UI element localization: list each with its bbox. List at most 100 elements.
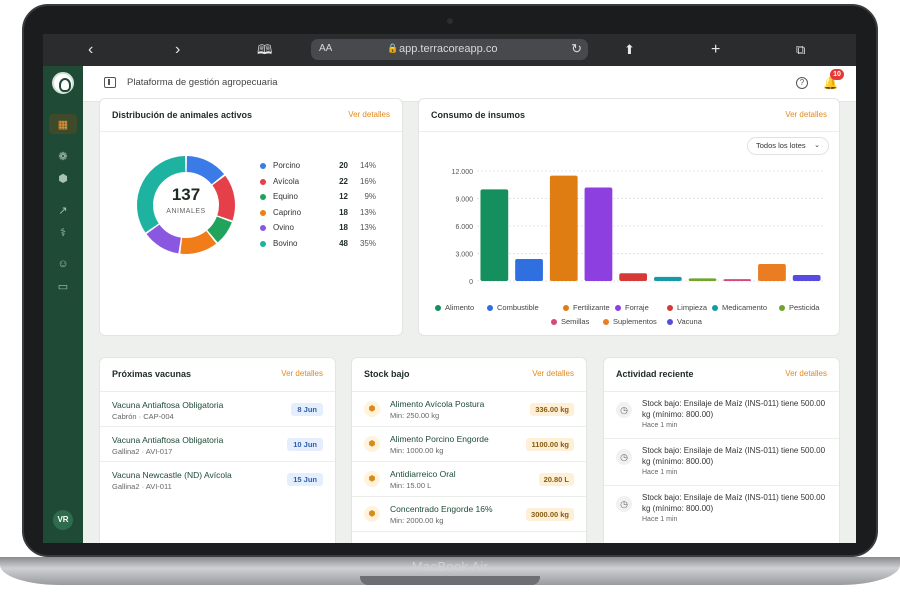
list-item[interactable]: ⬢ Alimento Porcino Engorde Min: 1000.00 kg… (352, 426, 586, 461)
details-link[interactable]: Ver detalles (532, 369, 574, 378)
back-icon[interactable]: ‹ (88, 41, 94, 58)
stock-item-name: Antidiarreico Oral (390, 469, 456, 479)
card-title: Próximas vacunas (112, 369, 192, 379)
details-link[interactable]: Ver detalles (348, 110, 390, 119)
legend-label: Combustible (497, 303, 539, 312)
stethoscope-icon[interactable]: ⚕ (60, 227, 66, 239)
legend-percent: 13% (359, 223, 376, 233)
donut-slice-ovino[interactable] (146, 224, 182, 254)
forward-icon[interactable]: › (175, 41, 181, 58)
sidebar-toggle-icon[interactable] (104, 77, 116, 88)
bar-semillas[interactable] (723, 279, 752, 281)
donut-slice-porcino[interactable] (186, 156, 225, 185)
list-item-partial (352, 531, 586, 543)
legend-item-limpieza[interactable]: Limpieza (667, 303, 707, 314)
user-avatar[interactable]: VR (53, 510, 73, 530)
bookmarks-icon[interactable]: 🕮 (257, 42, 273, 57)
legend-item-medicamento[interactable]: Medicamento (712, 303, 767, 314)
donut-slice-equino[interactable] (206, 216, 232, 243)
legend-row: Ovino 18 13% (260, 222, 380, 236)
browser-toolbar: ‹ › 🕮 AA 🔒 app.terracoreapp.co ↻ ⬆ + ⧉ (43, 34, 856, 66)
bar-alimento[interactable] (480, 189, 509, 281)
help-icon[interactable]: ? (796, 77, 808, 89)
legend-label: Semillas (561, 317, 590, 326)
bar-limpieza[interactable] (619, 273, 648, 281)
legend-item-combustible[interactable]: Combustible (487, 303, 539, 314)
stock-item-min: Min: 250.00 kg (390, 411, 440, 420)
box-icon[interactable]: ⬢ (58, 173, 68, 185)
legend-item-semillas[interactable]: Semillas (551, 317, 589, 328)
legend-item-fertilizante[interactable]: Fertilizante (563, 303, 610, 314)
clock-icon: ◷ (616, 402, 632, 418)
activity-item[interactable]: ◷ Stock bajo: Ensilaje de Maíz (INS-011) … (604, 438, 839, 485)
legend-value: 18 (339, 207, 348, 217)
legend-item-pesticida[interactable]: Pesticida (779, 303, 819, 314)
bar-fertilizante[interactable] (549, 175, 578, 281)
cow-icon[interactable]: ❁ (58, 151, 68, 163)
donut-slice-avícola[interactable] (212, 175, 235, 221)
activity-item[interactable]: ◷ Stock bajo: Ensilaje de Maíz (INS-011) … (604, 391, 839, 438)
url-text[interactable]: app.terracoreapp.co (399, 43, 498, 55)
legend-dot (260, 209, 266, 216)
bar-vacuna[interactable] (792, 275, 821, 281)
details-link[interactable]: Ver detalles (785, 110, 827, 119)
legend-item-alimento[interactable]: Alimento (435, 303, 474, 314)
details-link[interactable]: Ver detalles (281, 369, 323, 378)
bar-forraje[interactable] (584, 187, 613, 282)
bar-medicamento[interactable] (653, 276, 682, 281)
legend-name: Avícola (273, 176, 300, 186)
legend-label: Vacuna (677, 317, 702, 326)
legend-row: Avícola 22 16% (260, 176, 380, 190)
list-item[interactable]: Vacuna Antiaftosa Obligatoria Cabrón · CA… (100, 391, 335, 426)
legend-name: Caprino (273, 207, 302, 217)
vaccine-date-badge: 8 Jun (291, 403, 323, 416)
legend-dot (260, 225, 266, 232)
app-logo[interactable] (52, 72, 74, 94)
share-icon[interactable]: ⬆ (624, 42, 635, 57)
page-title: Plataforma de gestión agropecuaria (127, 77, 278, 88)
card-title: Consumo de insumos (431, 110, 526, 120)
stock-quantity-badge: 3000.00 kg (526, 508, 574, 521)
vaccine-name: Vacuna Newcastle (ND) Avícola (112, 470, 232, 480)
donut-slice-bovino[interactable] (137, 156, 186, 233)
lotes-filter-dropdown[interactable]: Todos los lotes ⌄ (747, 137, 829, 155)
legend-dot (563, 304, 569, 311)
legend-name: Ovino (273, 223, 294, 233)
card-title: Actividad reciente (616, 369, 694, 379)
tabs-overview-icon[interactable]: ⧉ (796, 42, 806, 57)
vaccine-animal: Gallina2 · AVI-017 (112, 447, 173, 456)
notification-badge: 10 (830, 69, 844, 80)
stock-item-name: Alimento Avícola Postura (390, 399, 485, 409)
legend-dot (260, 241, 266, 247)
new-tab-icon[interactable]: + (711, 41, 721, 58)
text-size-button[interactable]: AA (319, 43, 333, 54)
details-link[interactable]: Ver detalles (785, 369, 827, 378)
dashboard-icon[interactable]: ▦ (57, 119, 69, 131)
list-item[interactable]: ⬢ Alimento Avícola Postura Min: 250.00 kg 3… (352, 391, 586, 426)
card-icon[interactable]: ▭ (57, 281, 69, 293)
card-divider (100, 131, 402, 132)
list-item[interactable]: ⬢ Antidiarreico Oral Min: 15.00 L 20.80 L (352, 461, 586, 496)
vaccines-card: Próximas vacunas Ver detalles Vacuna Ant… (99, 357, 336, 543)
donut-slice-caprino[interactable] (180, 230, 217, 254)
trend-icon[interactable]: ↗ (58, 205, 68, 217)
list-item[interactable]: Vacuna Newcastle (ND) Avícola Gallina2 · … (100, 461, 335, 496)
vaccine-animal: Cabrón · CAP-004 (112, 412, 174, 421)
legend-dot (779, 304, 785, 311)
bar-pesticida[interactable] (688, 278, 717, 281)
legend-dot (667, 304, 673, 311)
legend-item-suplementos[interactable]: Suplementos (603, 317, 657, 328)
box-icon: ⬢ (364, 506, 380, 522)
list-item[interactable]: Vacuna Antiaftosa Obligatoria Gallina2 · … (100, 426, 335, 461)
list-item[interactable]: ⬢ Concentrado Engorde 16% Min: 2000.00 kg 3… (352, 496, 586, 531)
activity-item[interactable]: ◷ Stock bajo: Ensilaje de Maíz (INS-011) … (604, 485, 839, 532)
bar-combustible[interactable] (515, 259, 543, 281)
legend-item-forraje[interactable]: Forraje (615, 303, 649, 314)
legend-percent: 13% (359, 207, 376, 217)
bar-suplementos[interactable] (758, 264, 786, 281)
address-bar[interactable]: AA 🔒 app.terracoreapp.co ↻ (311, 39, 588, 60)
legend-label: Suplementos (613, 317, 657, 326)
legend-item-vacuna[interactable]: Vacuna (667, 317, 702, 328)
reload-icon[interactable]: ↻ (571, 41, 582, 56)
users-icon[interactable]: ☺ (57, 258, 69, 270)
